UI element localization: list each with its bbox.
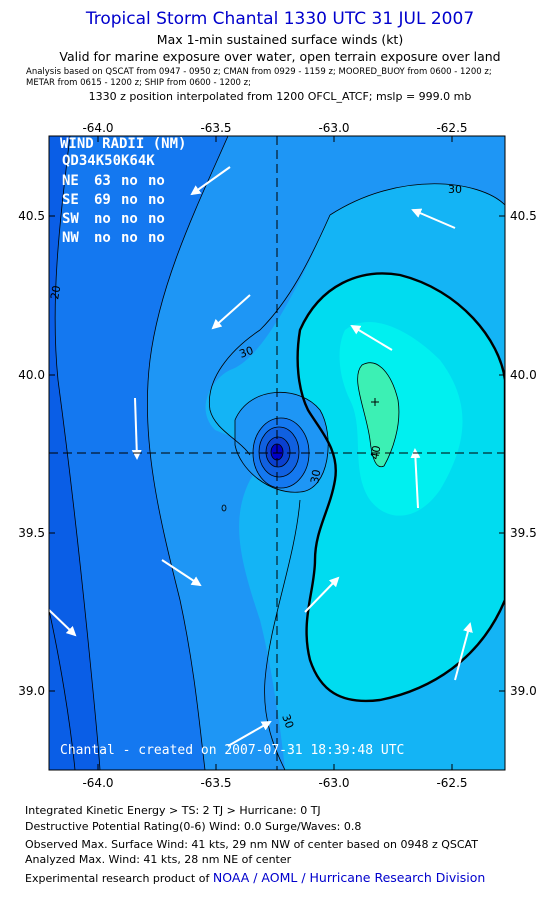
lon-tick-label: -63.5 — [200, 121, 231, 135]
wind-arrow — [350, 324, 393, 351]
contour-label: 40 — [368, 444, 383, 460]
svg-text:63: 63 — [94, 173, 111, 189]
wind-radii-header: QD34K50K64K — [62, 153, 155, 169]
svg-text:no: no — [148, 192, 165, 208]
dpr-line: Destructive Potential Rating(0-6) Wind: … — [25, 820, 362, 833]
wind-arrow — [190, 166, 231, 196]
svg-text:no: no — [94, 230, 111, 246]
storm-center-crosshair — [49, 136, 505, 770]
lat-tick-label: 40.0 — [18, 368, 45, 382]
lat-tick-label: 40.0 — [510, 368, 537, 382]
latitude-labels-right: 40.5 40.0 39.5 39.0 — [510, 209, 537, 698]
latitude-labels-left: 40.5 40.0 39.5 39.0 — [18, 209, 45, 698]
wind-arrow — [304, 576, 340, 613]
page-title: Tropical Storm Chantal 1330 UTC 31 JUL 2… — [85, 9, 475, 29]
lon-tick-label: -62.5 — [436, 121, 467, 135]
contour-label: 30 — [308, 468, 323, 484]
contour-label: 30 — [448, 183, 462, 196]
longitude-ticks — [97, 136, 453, 770]
wind-arrow — [161, 559, 202, 587]
svg-text:NE: NE — [62, 173, 79, 189]
wind-arrow — [131, 397, 142, 460]
lat-tick-label: 39.0 — [510, 684, 537, 698]
lat-tick-label: 40.5 — [510, 209, 537, 223]
wind-radii-row: SW no no no — [62, 211, 165, 227]
contour-labels: 30 30 30 40 20 30 — [48, 183, 462, 730]
svg-text:no: no — [148, 173, 165, 189]
wind-radii-row: NE 63 no no — [62, 173, 165, 189]
max-wind-marker — [371, 398, 379, 406]
wind-contour-band — [357, 362, 399, 467]
analyzed-max-line: Analyzed Max. Wind: 41 kts, 28 nm NE of … — [25, 853, 292, 866]
plot-frame — [48, 135, 506, 771]
lat-tick-label: 39.5 — [510, 526, 537, 540]
svg-text:no: no — [94, 211, 111, 227]
svg-text:69: 69 — [94, 192, 111, 208]
svg-text:SW: SW — [62, 211, 79, 227]
svg-text:no: no — [148, 230, 165, 246]
lon-tick-label: -64.0 — [82, 121, 113, 135]
wind-radii-row: NW no no no — [62, 230, 165, 246]
contour-label: 20 — [48, 284, 63, 300]
latitude-ticks — [49, 215, 505, 692]
analysis-sources-2: METAR from 0615 - 1200 z; SHIP from 0600… — [26, 78, 251, 88]
wind-analysis-map: 30 30 30 40 20 30 WIND RADII (NM) QD34K5… — [18, 121, 537, 790]
wind-arrow — [411, 208, 456, 229]
wind-arrow — [454, 622, 473, 681]
svg-text:SE: SE — [62, 192, 79, 208]
svg-text:no: no — [121, 173, 138, 189]
wind-radii-title: WIND RADII (NM) — [60, 136, 186, 152]
lat-tick-label: 39.5 — [18, 526, 45, 540]
lon-tick-label: -62.5 — [436, 776, 467, 790]
subtitle-winds: Max 1-min sustained surface winds (kt) — [156, 32, 404, 47]
wind-vectors — [48, 166, 473, 747]
wind-arrow — [48, 609, 77, 637]
longitude-labels-top: -64.0 -63.5 -63.0 -62.5 — [82, 121, 467, 135]
wind-radii-table: WIND RADII (NM) QD34K50K64K NE 63 no no … — [60, 136, 186, 246]
ike-line: Integrated Kinetic Energy > TS: 2 TJ > H… — [25, 804, 321, 817]
map-credit: Chantal - created on 2007-07-31 18:39:48… — [60, 743, 404, 758]
wind-arrow — [410, 448, 421, 509]
lon-tick-label: -64.0 — [82, 776, 113, 790]
product-line: Experimental research product of NOAA / … — [25, 870, 485, 885]
svg-text:no: no — [121, 192, 138, 208]
lat-tick-label: 40.5 — [18, 209, 45, 223]
observed-max-line: Observed Max. Surface Wind: 41 kts, 29 n… — [25, 838, 478, 851]
lon-tick-label: -63.0 — [318, 776, 349, 790]
lon-tick-label: -63.5 — [200, 776, 231, 790]
svg-text:no: no — [121, 230, 138, 246]
analysis-sources-1: Analysis based on QSCAT from 0947 - 0950… — [26, 67, 492, 77]
lat-tick-label: 39.0 — [18, 684, 45, 698]
lon-tick-label: -63.0 — [318, 121, 349, 135]
position-note: 1330 z position interpolated from 1200 O… — [88, 90, 472, 103]
contour-label: 30 — [279, 713, 296, 731]
subtitle-validity: Valid for marine exposure over water, op… — [59, 49, 501, 64]
contour-label: 30 — [238, 344, 256, 361]
svg-text:no: no — [121, 211, 138, 227]
hrd-link[interactable]: NOAA / AOML / Hurricane Research Divisio… — [212, 870, 486, 885]
svg-text:NW: NW — [62, 230, 79, 246]
product-label: Experimental research product of — [25, 872, 210, 885]
wind-radii-row: SE 69 no no — [62, 192, 165, 208]
wind-arrow — [211, 294, 251, 330]
longitude-labels-bottom: -64.0 -63.5 -63.0 -62.5 — [82, 776, 467, 790]
svg-text:no: no — [148, 211, 165, 227]
wind-arrow — [227, 721, 272, 747]
